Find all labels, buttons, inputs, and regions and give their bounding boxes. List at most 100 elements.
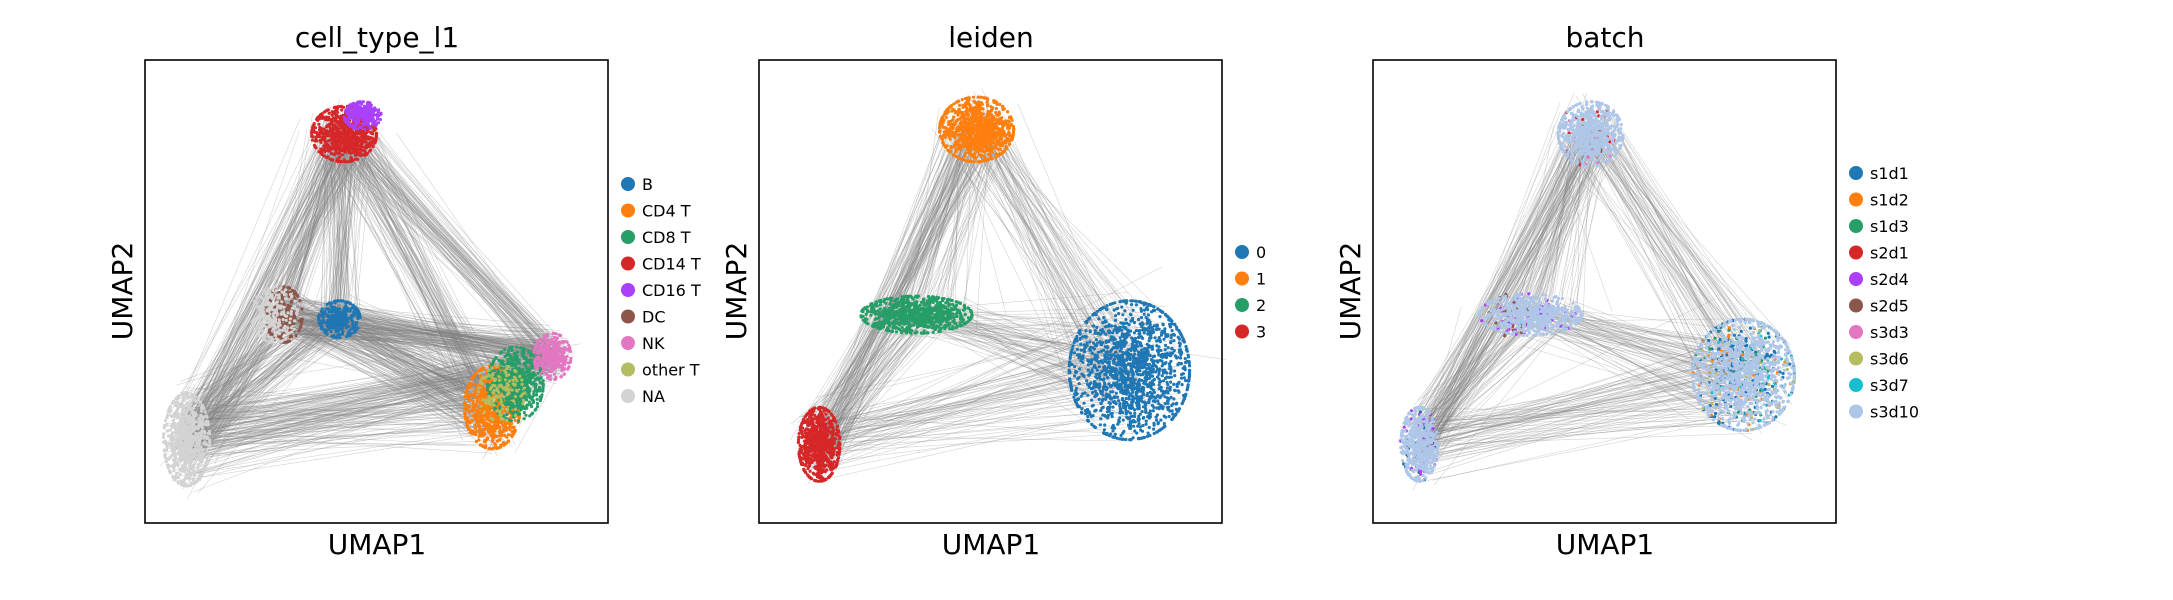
data-point [363, 106, 367, 110]
data-point [526, 403, 530, 407]
data-point [338, 336, 342, 340]
graph-edge [350, 320, 556, 346]
data-point [466, 386, 470, 390]
data-point [184, 475, 188, 479]
data-point [253, 327, 257, 331]
data-point [184, 391, 188, 395]
data-point [310, 126, 315, 130]
graph-edge [334, 321, 481, 398]
data-point [180, 481, 184, 485]
graph-edge [332, 156, 489, 404]
data-point [340, 140, 344, 144]
data-point [327, 117, 331, 121]
graph-edge [339, 315, 478, 399]
data-point [270, 292, 274, 297]
data-point [560, 368, 564, 373]
graph-edge [340, 149, 351, 331]
data-point [261, 329, 265, 333]
data-point [203, 410, 207, 414]
data-point [502, 395, 506, 399]
data-point [255, 295, 259, 299]
data-point [523, 391, 527, 395]
graph-edge [191, 307, 338, 453]
data-point [477, 394, 481, 398]
graph-edge [332, 146, 488, 401]
data-point [202, 452, 206, 456]
data-point [503, 424, 507, 428]
data-point [321, 314, 325, 318]
data-point [523, 407, 527, 411]
data-point [294, 334, 298, 338]
data-point [472, 407, 476, 411]
graph-edge [199, 320, 356, 447]
graph-edge [182, 310, 330, 457]
data-point [561, 359, 565, 363]
data-point [193, 411, 197, 415]
data-point [368, 149, 372, 153]
graph-edge [278, 299, 328, 306]
data-point [375, 117, 379, 121]
graph-edge [274, 328, 486, 434]
data-point [267, 340, 271, 344]
graph-edge [265, 324, 489, 427]
data-point [484, 399, 488, 403]
data-point [491, 417, 495, 421]
data-point [336, 120, 340, 124]
data-point [538, 337, 542, 341]
data-point [518, 412, 522, 416]
data-point [541, 357, 545, 362]
data-point [503, 348, 507, 352]
data-point [316, 133, 320, 137]
data-point [531, 353, 535, 357]
graph-edge [347, 131, 481, 380]
data-point [354, 123, 358, 127]
graph-edge [343, 143, 504, 424]
data-point [473, 372, 477, 376]
data-point [322, 132, 326, 136]
data-point [356, 310, 361, 314]
graph-edge [337, 143, 492, 366]
graph-edge [325, 121, 494, 414]
data-point [476, 383, 480, 387]
data-point [278, 323, 282, 327]
data-point [462, 407, 467, 411]
data-point [528, 375, 532, 379]
data-point [357, 114, 361, 118]
graph-edge [189, 303, 342, 438]
graph-edge [338, 314, 503, 391]
data-point [464, 402, 468, 406]
data-point [506, 365, 510, 369]
data-point [258, 321, 262, 325]
data-point [265, 321, 269, 325]
graph-edge [176, 314, 333, 401]
graph-edge [188, 316, 341, 458]
data-point [350, 315, 354, 319]
data-point [364, 145, 369, 149]
graph-edge [265, 321, 496, 440]
data-point [281, 328, 285, 332]
graph-edge [331, 138, 345, 320]
graph-edge [176, 335, 343, 386]
graph-edge [332, 134, 336, 329]
data-point [538, 380, 542, 384]
data-point [298, 326, 302, 330]
data-point [163, 452, 167, 456]
data-point [354, 102, 358, 106]
data-point [283, 288, 287, 292]
data-point [196, 398, 200, 402]
data-point [162, 432, 166, 436]
graph-edge [348, 319, 553, 348]
graph-edge [332, 322, 541, 337]
data-point [285, 340, 289, 344]
graph-edge [278, 319, 466, 410]
data-point [510, 348, 514, 352]
data-point [507, 349, 511, 353]
graph-edge [342, 142, 351, 320]
data-point [163, 424, 167, 428]
data-point [363, 153, 367, 157]
data-point [293, 304, 297, 308]
graph-edge [329, 133, 358, 340]
graph-edge [340, 321, 535, 355]
data-point [472, 393, 476, 397]
graph-edge [351, 132, 496, 410]
